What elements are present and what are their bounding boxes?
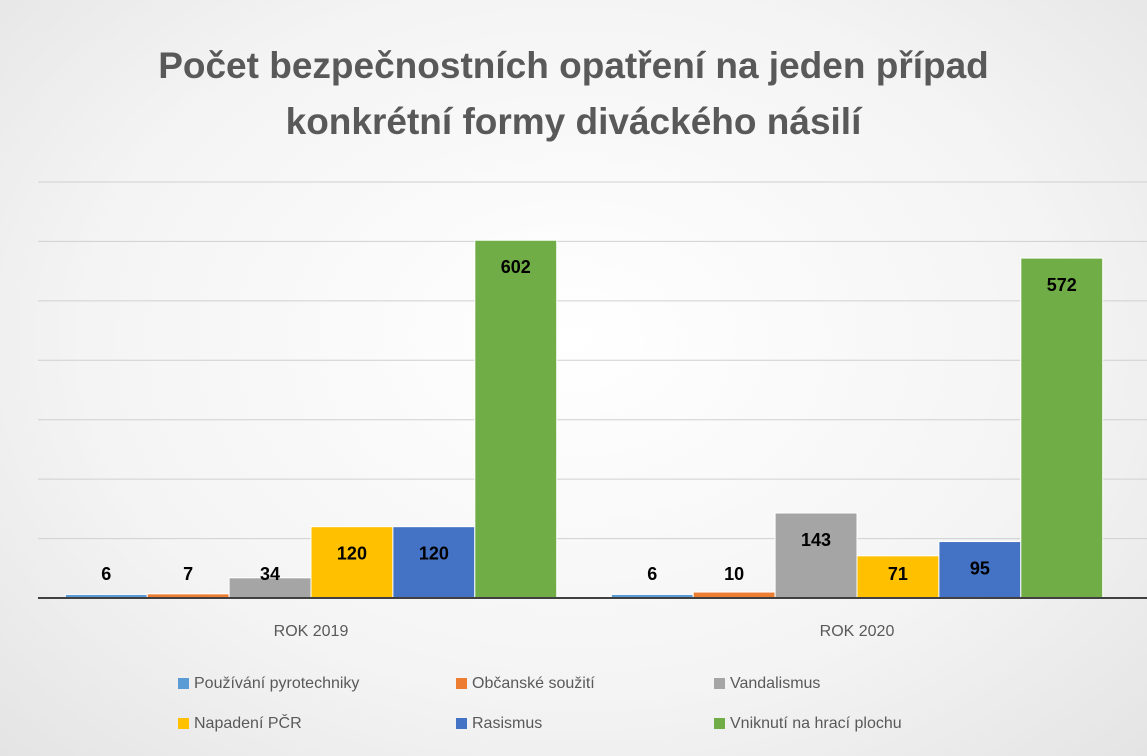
x-tick-label: ROK 2019 xyxy=(274,623,349,640)
data-label: 602 xyxy=(501,257,531,277)
data-label: 6 xyxy=(101,564,111,584)
legend-swatch xyxy=(178,718,189,729)
bar xyxy=(774,512,858,599)
legend-label: Rasismus xyxy=(472,715,542,732)
data-label: 120 xyxy=(419,543,449,563)
bar xyxy=(1020,257,1104,599)
legend-swatch xyxy=(714,718,725,729)
data-label: 95 xyxy=(970,558,990,578)
data-label: 7 xyxy=(183,564,193,584)
legend-label: Vandalismus xyxy=(730,675,820,692)
data-label: 34 xyxy=(260,564,280,584)
legend-label: Vniknutí na hrací plochu xyxy=(730,715,902,732)
legend-label: Napadení PČR xyxy=(194,713,302,732)
bar xyxy=(474,239,558,599)
legend-swatch xyxy=(456,678,467,689)
x-tick-label: ROK 2020 xyxy=(820,623,895,640)
data-label: 71 xyxy=(888,564,908,584)
legend-swatch xyxy=(456,718,467,729)
legend-swatch xyxy=(178,678,189,689)
data-label: 6 xyxy=(647,564,657,584)
data-label: 572 xyxy=(1047,275,1077,295)
legend-swatch xyxy=(714,678,725,689)
legend-label: Používání pyrotechniky xyxy=(194,675,359,692)
chart-title-box: Počet bezpečnostních opatření na jeden p… xyxy=(0,38,1147,150)
data-label: 10 xyxy=(724,564,744,584)
data-label: 143 xyxy=(801,530,831,550)
data-label: 120 xyxy=(337,543,367,563)
legend-label: Občanské soužití xyxy=(472,675,595,692)
chart-title: Počet bezpečnostních opatření na jeden p… xyxy=(158,45,989,142)
